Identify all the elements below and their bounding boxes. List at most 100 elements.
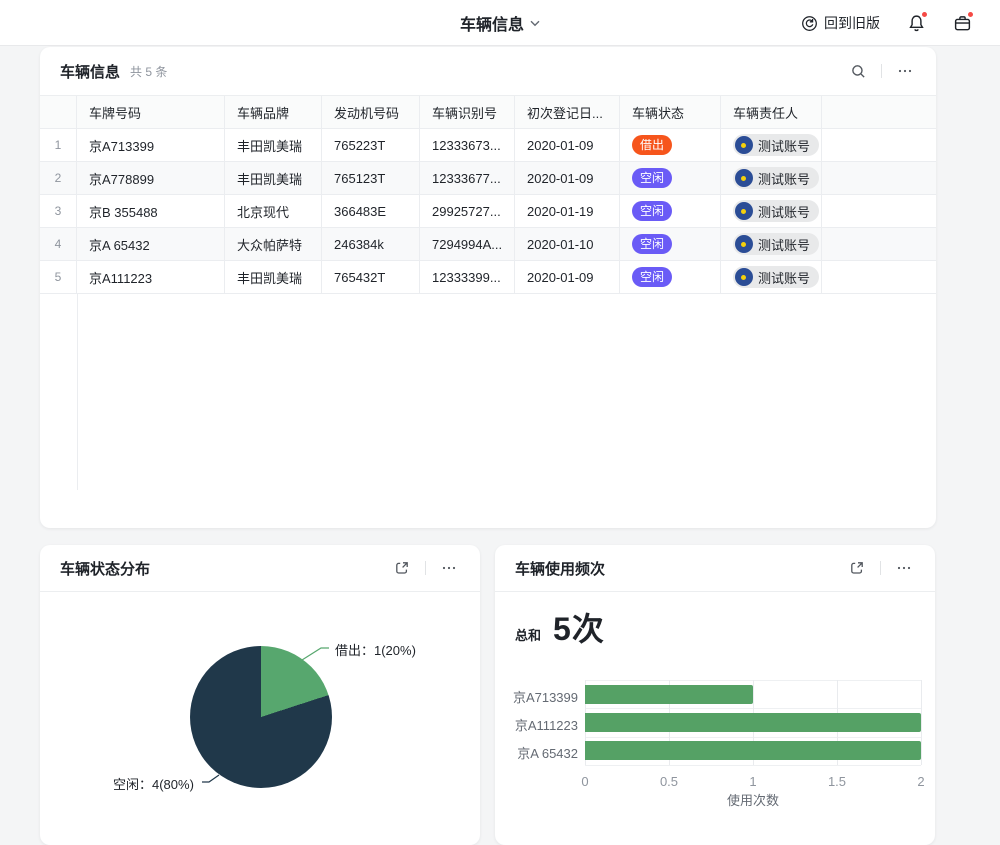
back-to-old-version-button[interactable]: 回到旧版: [801, 13, 880, 33]
cell-brand[interactable]: 丰田凯美瑞: [225, 129, 322, 161]
vehicle-table-card: 车辆信息 共 5 条 车牌号码 车辆品牌 发动机号码 车辆识别号 初次登记日... 车辆状…: [40, 47, 936, 528]
usage-bar[interactable]: [585, 684, 753, 704]
more-button[interactable]: [894, 60, 916, 82]
column-header[interactable]: [822, 96, 936, 128]
cell-blank[interactable]: [822, 261, 936, 293]
row-number: 5: [40, 261, 77, 293]
cell-date[interactable]: 2020-01-19: [515, 195, 620, 227]
cell-status[interactable]: 空闲: [620, 162, 721, 194]
cell-vin[interactable]: 7294994A...: [420, 228, 515, 260]
x-tick-label: 0: [581, 774, 589, 789]
cell-owner[interactable]: 测试账号: [721, 129, 822, 161]
column-header[interactable]: 车辆识别号: [420, 96, 515, 128]
status-badge[interactable]: 空闲: [632, 234, 673, 254]
cell-vin[interactable]: 12333673...: [420, 129, 515, 161]
cell-date[interactable]: 2020-01-09: [515, 162, 620, 194]
owner-chip[interactable]: 测试账号: [733, 134, 820, 156]
column-header[interactable]: 初次登记日...: [515, 96, 620, 128]
expand-chart-button[interactable]: [391, 557, 413, 579]
column-header[interactable]: [40, 96, 77, 128]
column-header[interactable]: 发动机号码: [322, 96, 420, 128]
header-divider: [881, 64, 882, 78]
notifications-button[interactable]: [906, 11, 928, 33]
usage-bar[interactable]: [585, 713, 921, 733]
usage-frequency-card: 车辆使用频次 总和 5次 京A713399 京A111223 京A 65432 0 0…: [495, 545, 935, 845]
cell-vin[interactable]: 29925727...: [420, 195, 515, 227]
record-count: 共 5 条: [130, 64, 168, 79]
column-header[interactable]: 车牌号码: [77, 96, 225, 128]
owner-chip[interactable]: 测试账号: [733, 200, 820, 222]
cell-engine[interactable]: 765223T: [322, 129, 420, 161]
cell-date[interactable]: 2020-01-09: [515, 261, 620, 293]
topbar: 车辆信息 回到旧版: [0, 0, 1000, 46]
cell-owner[interactable]: 测试账号: [721, 228, 822, 260]
cell-plate[interactable]: 京A 65432: [77, 228, 225, 260]
cell-blank[interactable]: [822, 129, 936, 161]
cell-blank[interactable]: [822, 162, 936, 194]
status-pie-chart[interactable]: [190, 646, 332, 788]
row-number: 2: [40, 162, 77, 194]
cell-engine[interactable]: 765432T: [322, 261, 420, 293]
page-title: 车辆信息: [459, 17, 524, 34]
expand-chart-button[interactable]: [846, 557, 868, 579]
owner-chip[interactable]: 测试账号: [733, 233, 820, 255]
owner-name: 测试账号: [758, 237, 811, 253]
table-row: 1 京A713399 丰田凯美瑞 765223T 12333673... 2020-01-…: [40, 129, 936, 162]
cell-blank[interactable]: [822, 228, 936, 260]
workbench-button[interactable]: [952, 11, 974, 33]
cell-owner[interactable]: 测试账号: [721, 195, 822, 227]
cell-owner[interactable]: 测试账号: [721, 162, 822, 194]
cell-vin[interactable]: 12333399...: [420, 261, 515, 293]
cell-engine[interactable]: 765123T: [322, 162, 420, 194]
status-badge[interactable]: 空闲: [632, 267, 673, 287]
cell-date[interactable]: 2020-01-09: [515, 129, 620, 161]
status-badge[interactable]: 空闲: [632, 168, 673, 188]
cell-status[interactable]: 空闲: [620, 228, 721, 260]
cell-engine[interactable]: 366483E: [322, 195, 420, 227]
workbench-badge-dot: [967, 11, 974, 18]
cell-brand[interactable]: 丰田凯美瑞: [225, 261, 322, 293]
more-button[interactable]: [438, 557, 460, 579]
cell-plate[interactable]: 京B 355488: [77, 195, 225, 227]
more-button[interactable]: [893, 557, 915, 579]
cell-date[interactable]: 2020-01-10: [515, 228, 620, 260]
pie-label-idle: 空闲：4(80%): [113, 777, 194, 792]
owner-name: 测试账号: [758, 270, 811, 286]
more-icon: [897, 566, 911, 570]
bar-category-label: 京A713399: [512, 689, 578, 705]
cell-owner[interactable]: 测试账号: [721, 261, 822, 293]
status-badge[interactable]: 空闲: [632, 201, 673, 221]
column-header[interactable]: 车辆状态: [620, 96, 721, 128]
cell-blank[interactable]: [822, 195, 936, 227]
cell-brand[interactable]: 北京现代: [225, 195, 322, 227]
cell-plate[interactable]: 京A778899: [77, 162, 225, 194]
x-tick-label: 2: [917, 774, 925, 789]
cell-status[interactable]: 空闲: [620, 195, 721, 227]
cell-status[interactable]: 空闲: [620, 261, 721, 293]
cell-status[interactable]: 借出: [620, 129, 721, 161]
page-title-dropdown[interactable]: 车辆信息: [0, 0, 1000, 46]
owner-chip[interactable]: 测试账号: [733, 167, 820, 189]
cell-engine[interactable]: 246384k: [322, 228, 420, 260]
back-to-old-version-label: 回到旧版: [824, 15, 880, 31]
notification-badge-dot: [921, 11, 928, 18]
briefcase-icon: [954, 15, 970, 30]
bar-card-header: 车辆使用频次: [495, 545, 935, 592]
owner-chip[interactable]: 测试账号: [733, 266, 820, 288]
cell-plate[interactable]: 京A111223: [77, 261, 225, 293]
total-value: 5次: [553, 611, 605, 647]
cell-vin[interactable]: 12333677...: [420, 162, 515, 194]
usage-bar[interactable]: [585, 741, 921, 761]
more-icon: [898, 69, 912, 73]
topbar-actions: 回到旧版: [801, 0, 974, 46]
column-header[interactable]: 车辆责任人: [721, 96, 822, 128]
vehicle-table: 车牌号码 车辆品牌 发动机号码 车辆识别号 初次登记日... 车辆状态 车辆责任人 1 京A71…: [40, 96, 936, 294]
cell-plate[interactable]: 京A713399: [77, 129, 225, 161]
row-number: 3: [40, 195, 77, 227]
status-badge[interactable]: 借出: [632, 135, 673, 155]
cell-brand[interactable]: 大众帕萨特: [225, 228, 322, 260]
pie-label-borrowed: 借出：1(20%): [335, 643, 416, 658]
cell-brand[interactable]: 丰田凯美瑞: [225, 162, 322, 194]
column-header[interactable]: 车辆品牌: [225, 96, 322, 128]
search-button[interactable]: [847, 60, 869, 82]
